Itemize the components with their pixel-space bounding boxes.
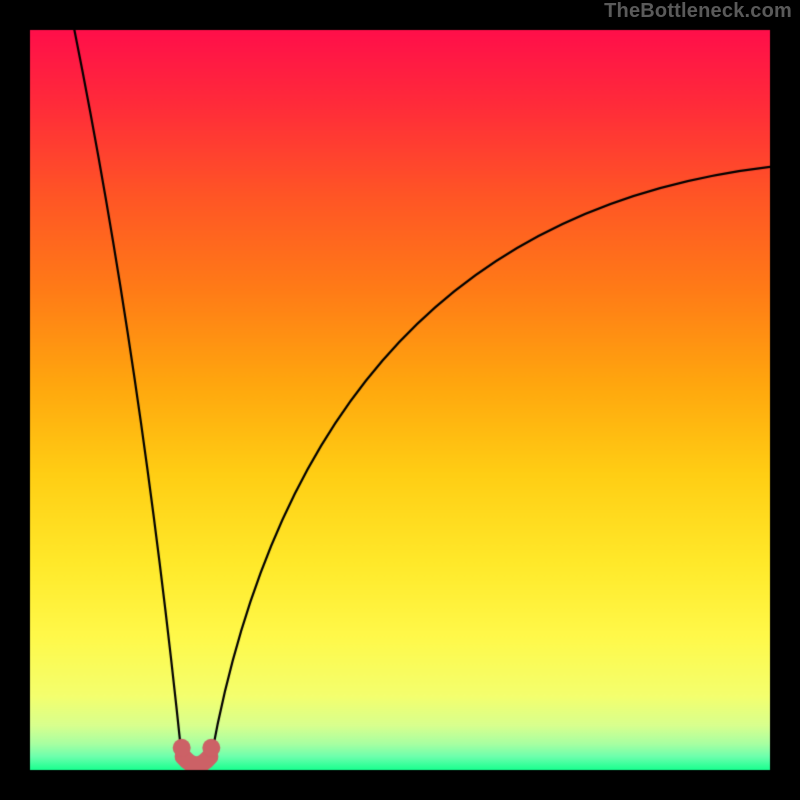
watermark-text: TheBottleneck.com	[604, 0, 792, 23]
chart-root: TheBottleneck.com	[0, 0, 800, 800]
plot-area	[0, 0, 800, 800]
chart-canvas	[0, 0, 800, 800]
